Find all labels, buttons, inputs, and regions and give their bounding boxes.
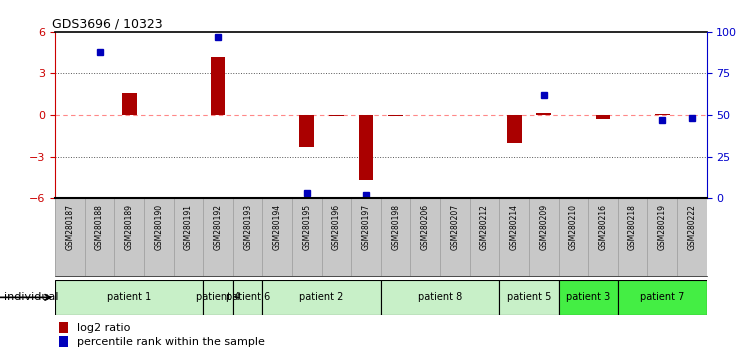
Bar	[595, 115, 610, 119]
Text: patient 7: patient 7	[640, 292, 684, 302]
Text: GSM280214: GSM280214	[509, 204, 519, 250]
Bar	[300, 115, 314, 147]
Text: GSM280187: GSM280187	[66, 204, 74, 250]
Text: GSM280198: GSM280198	[391, 204, 400, 250]
Bar	[59, 336, 68, 347]
Text: GSM280193: GSM280193	[243, 204, 252, 250]
Bar	[381, 280, 499, 315]
Text: patient 3: patient 3	[566, 292, 610, 302]
Text: GSM280194: GSM280194	[273, 204, 282, 250]
Text: GSM280196: GSM280196	[332, 204, 341, 250]
Text: GSM280219: GSM280219	[658, 204, 667, 250]
Text: GSM280206: GSM280206	[421, 204, 430, 250]
Bar	[618, 280, 707, 315]
Bar	[537, 113, 551, 115]
Text: GSM280210: GSM280210	[569, 204, 578, 250]
Bar	[499, 280, 559, 315]
Text: GSM280191: GSM280191	[184, 204, 193, 250]
Bar	[389, 115, 403, 116]
Text: GSM280189: GSM280189	[124, 204, 134, 250]
Bar	[506, 115, 522, 143]
Text: GSM280222: GSM280222	[687, 204, 696, 250]
Text: percentile rank within the sample: percentile rank within the sample	[77, 337, 265, 347]
Text: GSM280188: GSM280188	[95, 204, 104, 250]
Bar	[210, 57, 225, 115]
Bar	[233, 280, 263, 315]
Text: GSM280216: GSM280216	[598, 204, 607, 250]
Text: GSM280192: GSM280192	[213, 204, 222, 250]
Text: patient 8: patient 8	[418, 292, 462, 302]
Bar	[358, 115, 373, 180]
Text: GSM280218: GSM280218	[628, 204, 637, 250]
Bar	[655, 114, 670, 115]
Bar	[329, 115, 344, 116]
Bar	[122, 93, 137, 115]
Text: GSM280207: GSM280207	[450, 204, 459, 250]
Bar	[59, 322, 68, 333]
Text: patient 4: patient 4	[196, 292, 240, 302]
Text: patient 2: patient 2	[300, 292, 344, 302]
Text: log2 ratio: log2 ratio	[77, 322, 131, 332]
Text: GSM280190: GSM280190	[155, 204, 163, 250]
Text: individual: individual	[4, 292, 58, 302]
Bar	[263, 280, 381, 315]
Text: GSM280212: GSM280212	[480, 204, 489, 250]
Text: GDS3696 / 10323: GDS3696 / 10323	[52, 18, 163, 31]
Bar	[559, 280, 618, 315]
Text: GSM280209: GSM280209	[539, 204, 548, 250]
Text: GSM280197: GSM280197	[361, 204, 371, 250]
Text: patient 6: patient 6	[225, 292, 270, 302]
Text: patient 5: patient 5	[506, 292, 551, 302]
Text: GSM280195: GSM280195	[302, 204, 311, 250]
Bar	[55, 280, 203, 315]
Text: patient 1: patient 1	[107, 292, 152, 302]
Bar	[203, 280, 233, 315]
